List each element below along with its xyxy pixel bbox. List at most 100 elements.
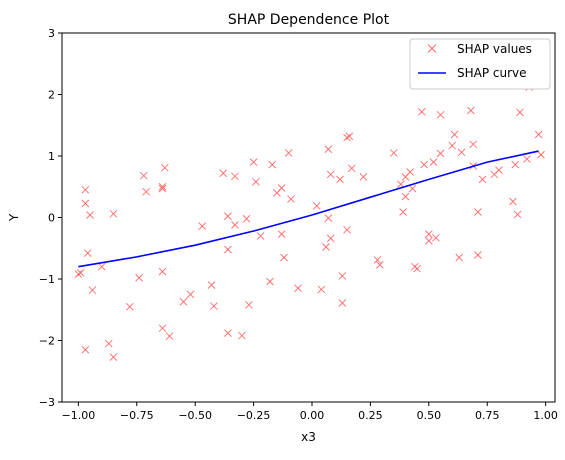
scatter-point xyxy=(81,199,90,208)
scatter-point xyxy=(375,261,384,269)
scatter-point xyxy=(280,253,288,262)
scatter-point xyxy=(97,262,106,271)
scatter-point xyxy=(537,150,545,159)
scatter-point xyxy=(455,253,464,262)
scatter-point xyxy=(109,209,118,218)
scatter-point xyxy=(448,141,457,150)
scatter-point xyxy=(324,214,333,222)
scatter-point xyxy=(322,243,330,251)
scatter-point xyxy=(277,230,286,238)
scatter-point xyxy=(135,273,143,282)
scatter-point xyxy=(231,172,239,181)
scatter-point xyxy=(158,184,167,193)
plot-area-background xyxy=(62,33,555,402)
scatter-point xyxy=(139,171,148,180)
scatter-point xyxy=(347,164,356,173)
scatter-point xyxy=(389,149,398,157)
scatter-point xyxy=(406,168,414,176)
scatter-point xyxy=(158,182,167,191)
y-tick-label: 3 xyxy=(48,27,55,40)
scatter-point xyxy=(478,175,487,184)
chart-title: SHAP Dependence Plot xyxy=(228,12,390,28)
scatter-point xyxy=(420,160,429,169)
scatter-point xyxy=(399,208,407,216)
scatter-point xyxy=(326,234,335,243)
scatter-point xyxy=(516,108,524,117)
y-tick-label: 2 xyxy=(48,89,55,102)
scatter-point xyxy=(413,264,422,273)
scatter-point xyxy=(109,353,118,361)
scatter-point xyxy=(224,329,232,337)
scatter-point xyxy=(125,302,134,311)
scatter-point xyxy=(523,155,531,163)
shap-curve-line xyxy=(78,150,539,268)
scatter-point xyxy=(277,184,286,192)
scatter-point xyxy=(326,170,335,179)
scatter-point xyxy=(511,160,520,169)
x-tick-label: −0.75 xyxy=(120,409,154,422)
scatter-point xyxy=(513,210,522,219)
legend-label-shap-values: SHAP values xyxy=(457,42,532,56)
scatter-point xyxy=(256,232,265,240)
scatter-point xyxy=(324,145,333,154)
scatter-point xyxy=(450,130,459,139)
scatter-point xyxy=(401,192,410,201)
scatter-point xyxy=(284,149,293,157)
scatter-point xyxy=(317,285,326,294)
legend-frame xyxy=(409,38,551,90)
scatter-point xyxy=(287,195,295,203)
scatter-point xyxy=(179,297,188,306)
scatter-point xyxy=(224,245,232,254)
scatter-point xyxy=(245,300,253,309)
scatter-point xyxy=(158,267,167,276)
scatter-point xyxy=(207,281,216,290)
legend: SHAP values SHAP curve xyxy=(409,38,551,90)
x-tick-label: 1.00 xyxy=(533,409,558,422)
scatter-point xyxy=(88,286,97,294)
scatter-point xyxy=(165,332,174,341)
scatter-point xyxy=(359,173,368,181)
y-tick-label: 1 xyxy=(48,150,55,163)
axes-layer: −1.00 −0.75 −0.50 −0.25 0.00 0.25 0.50 0.75 1.00… xyxy=(39,27,558,422)
scatter-point xyxy=(469,140,478,149)
scatter-point xyxy=(373,256,382,264)
scatter-point xyxy=(242,214,251,223)
scatter-point xyxy=(338,272,347,280)
x-tick-label: −0.25 xyxy=(237,409,271,422)
y-tick-label: 0 xyxy=(48,212,55,225)
x-tick-label: 0.50 xyxy=(417,409,442,422)
y-tick-label: −1 xyxy=(39,273,55,286)
scatter-point xyxy=(158,324,167,333)
scatter-point xyxy=(74,270,83,278)
scatter-point xyxy=(436,149,445,158)
scatter-point xyxy=(474,251,482,259)
scatter-point xyxy=(495,166,503,174)
scatter-point xyxy=(81,345,90,354)
scatter-point xyxy=(219,169,228,178)
scatter-point xyxy=(198,222,207,230)
legend-label-shap-curve: SHAP curve xyxy=(457,66,527,80)
scatter-point xyxy=(238,331,246,340)
scatter-point xyxy=(86,211,94,219)
scatter-point xyxy=(231,221,239,229)
scatter-point xyxy=(81,185,90,194)
x-axis-label: x3 xyxy=(301,430,316,444)
scatter-point xyxy=(210,302,218,310)
scatter-point xyxy=(338,299,347,307)
scatter-point xyxy=(249,158,258,167)
scatter-point xyxy=(268,160,277,169)
scatter-point xyxy=(252,177,260,186)
scatter-point xyxy=(142,187,150,196)
scatter-point xyxy=(160,163,169,172)
scatter-point xyxy=(424,237,433,245)
scatter-point xyxy=(429,158,438,167)
scatter-point xyxy=(345,132,354,141)
scatter-point xyxy=(343,133,351,142)
scatter-point xyxy=(417,107,426,116)
x-tick-label: 0.75 xyxy=(475,409,500,422)
scatter-point xyxy=(534,130,543,139)
scatter-point xyxy=(312,201,321,210)
x-tick-label: −0.50 xyxy=(178,409,212,422)
scatter-point xyxy=(294,284,302,293)
